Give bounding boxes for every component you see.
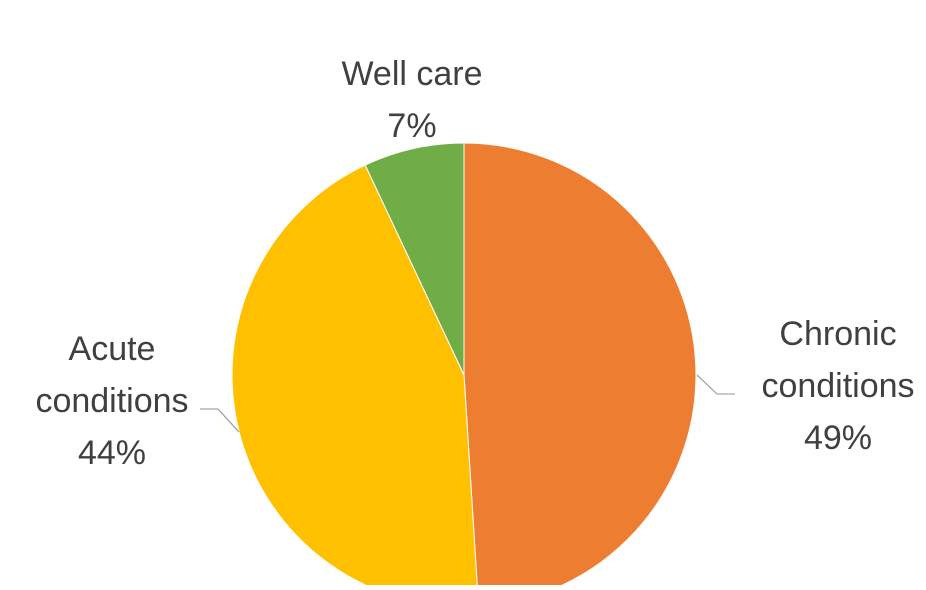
category-label: Acute (69, 330, 156, 368)
category-label: Chronic (779, 315, 896, 353)
pie-slices (231, 142, 697, 590)
data-label-chronic-conditions: Chronic conditions 49% (761, 315, 914, 457)
data-label-acute-conditions: Acute conditions 44% (35, 330, 188, 472)
percent-label: 49% (804, 419, 872, 457)
pie-slice-well-care (364, 142, 465, 376)
percent-label: 44% (78, 434, 146, 472)
leader-line-acute-conditions (200, 408, 240, 433)
category-label: Well care (341, 55, 482, 93)
category-label: conditions (761, 367, 914, 405)
pie-slice-chronic-conditions (463, 142, 697, 590)
data-label-well-care: Well care 7% (341, 55, 482, 145)
percent-label: 7% (387, 107, 436, 145)
pie-slice-acute-conditions (231, 164, 479, 590)
category-label: conditions (35, 382, 188, 420)
slice-labels: Chronic conditions 49% Acute conditions 44% We… (35, 55, 914, 472)
leader-line-chronic-conditions (696, 374, 735, 395)
leader-lines (200, 374, 735, 433)
